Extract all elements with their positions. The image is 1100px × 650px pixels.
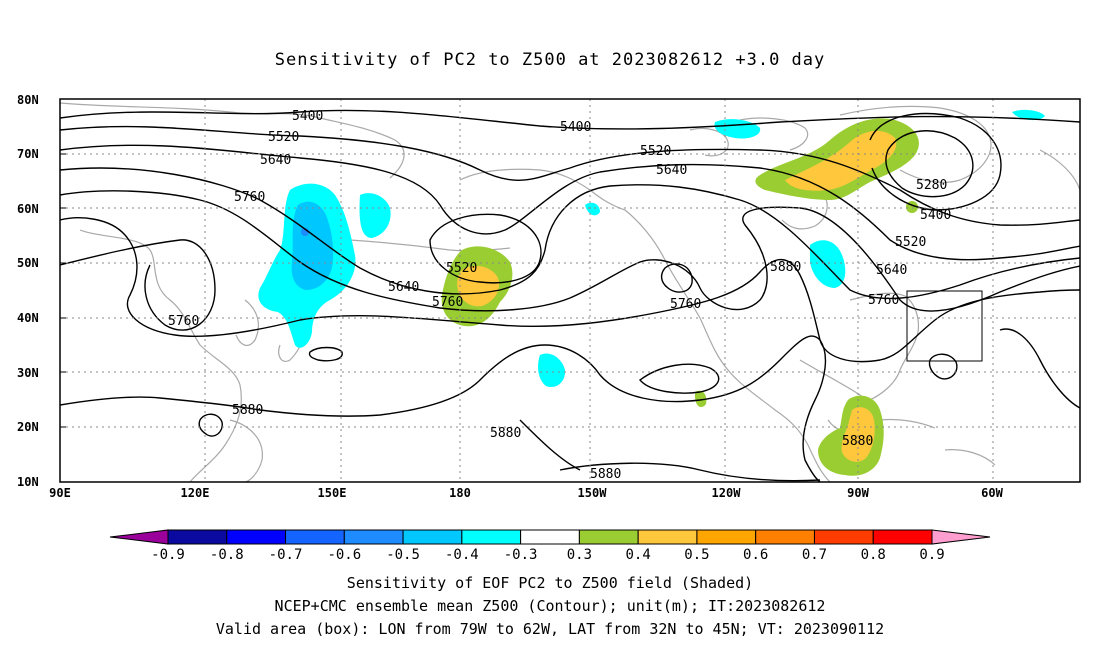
contour-label: 5640 (876, 263, 907, 278)
colorbar-label: 0.3 (567, 547, 592, 563)
colorbar-swatch (578, 529, 639, 545)
contour-label: 5400 (920, 208, 951, 223)
contour-label: 5880 (590, 467, 621, 482)
colorbar-extend-high (931, 529, 991, 545)
lon-tick-label: 90E (49, 486, 71, 500)
plot-frame (59, 98, 1081, 483)
contour-label: 5760 (432, 295, 463, 310)
lon-tick-label: 120E (181, 486, 210, 500)
graticule (60, 99, 1080, 482)
colorbar-label: 0.8 (861, 547, 886, 563)
lon-tick-label: 180 (449, 486, 471, 500)
colorbar-swatch (461, 529, 522, 545)
colorbar-label: 0.5 (684, 547, 709, 563)
contour-label: 5400 (560, 120, 591, 135)
colorbar-label: -0.4 (445, 547, 479, 563)
colorbar-label: 0.7 (802, 547, 827, 563)
colorbar-label: -0.8 (210, 547, 244, 563)
lon-tick-label: 120W (712, 486, 742, 500)
contour-label: 5880 (770, 260, 801, 275)
colorbar-swatch (402, 529, 463, 545)
contour-label: 5520 (268, 130, 299, 145)
colorbar-extend-low (109, 529, 169, 545)
colorbar-label: -0.5 (386, 547, 420, 563)
colorbar-swatch (343, 529, 404, 545)
lat-labels: 80N 70N 60N 50N 40N 30N 20N 10N (17, 93, 39, 489)
colorbar-swatch (813, 529, 874, 545)
z500-contours (60, 109, 1080, 482)
contour-label: 5280 (916, 178, 947, 193)
sensitivity-shading (258, 109, 1045, 476)
colorbar-label: -0.3 (504, 547, 538, 563)
contour-labels: 5400 5400 5520 5640 5760 5760 5880 5280 … (168, 109, 951, 482)
colorbar-labels: -0.9 -0.8 -0.7 -0.6 -0.5 -0.4 -0.3 0.3 0… (151, 547, 945, 563)
colorbar-swatch (755, 529, 815, 545)
contour-label: 5520 (640, 144, 671, 159)
caption-line-3: Valid area (box): LON from 79W to 62W, L… (215, 620, 885, 638)
colorbar-label: -0.7 (269, 547, 303, 563)
colorbar-swatch (167, 529, 228, 545)
contour-label: 5640 (260, 153, 291, 168)
colorbar (109, 529, 991, 545)
colorbar-swatch (872, 529, 933, 545)
lat-tick-label: 80N (17, 93, 39, 107)
contour-label: 5400 (292, 109, 323, 124)
colorbar-label: -0.9 (151, 547, 185, 563)
lon-tick-label: 150E (318, 486, 347, 500)
colorbar-swatch (696, 529, 757, 545)
lon-labels: 90E 120E 150E 180 150W 120W 90W 60W (49, 486, 1003, 500)
lat-tick-label: 50N (17, 256, 39, 270)
colorbar-label: 0.4 (626, 547, 651, 563)
colorbar-label: -0.6 (327, 547, 361, 563)
lat-tick-label: 70N (17, 147, 39, 161)
contour-label: 5880 (232, 403, 263, 418)
contour-label: 5760 (168, 314, 199, 329)
colorbar-swatch (637, 529, 698, 545)
lat-tick-label: 20N (17, 420, 39, 434)
contour-label: 5760 (234, 190, 265, 205)
lat-tick-label: 10N (17, 475, 39, 489)
valid-area-box (906, 290, 983, 362)
contour-label: 5760 (670, 297, 701, 312)
colorbar-swatch (226, 529, 287, 545)
contour-label: 5520 (895, 235, 926, 250)
contour-label: 5640 (388, 280, 419, 295)
lon-tick-label: 90W (847, 486, 869, 500)
lon-tick-label: 150W (578, 486, 608, 500)
contour-label: 5880 (842, 434, 873, 449)
map-title: Sensitivity of PC2 to Z500 at 2023082612… (274, 50, 826, 70)
contour-label: 5880 (490, 426, 521, 441)
lat-tick-label: 30N (17, 366, 39, 380)
colorbar-swatch (520, 529, 580, 545)
axis-ticks (60, 153, 66, 428)
colorbar-label: 0.6 (743, 547, 768, 563)
caption-line-2: NCEP+CMC ensemble mean Z500 (Contour); u… (274, 597, 826, 615)
contour-label: 5640 (656, 163, 687, 178)
lon-tick-label: 60W (981, 486, 1003, 500)
caption-line-1: Sensitivity of EOF PC2 to Z500 field (Sh… (346, 574, 754, 592)
colorbar-swatch (285, 529, 345, 545)
contour-label: 5520 (446, 261, 477, 276)
contour-label: 5760 (868, 293, 899, 308)
colorbar-label: 0.9 (919, 547, 944, 563)
lat-tick-label: 40N (17, 311, 39, 325)
lat-tick-label: 60N (17, 202, 39, 216)
